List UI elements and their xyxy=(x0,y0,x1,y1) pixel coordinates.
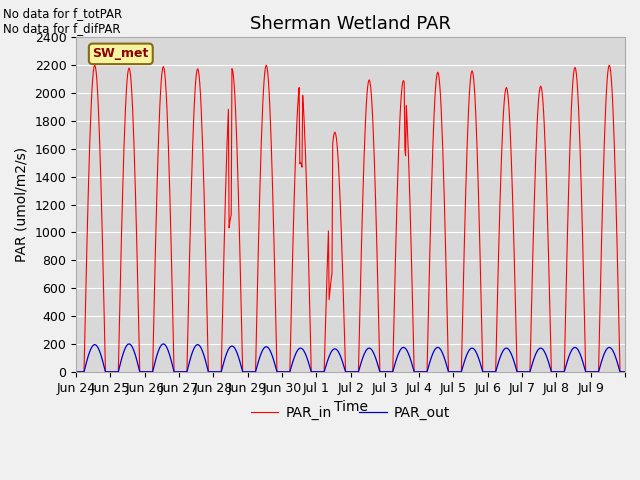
PAR_in xyxy=(265,89,273,95)
PAR_in xyxy=(438,127,446,132)
PAR_in xyxy=(72,369,80,375)
PAR_out xyxy=(138,369,145,375)
Text: No data for f_totPAR: No data for f_totPAR xyxy=(3,7,122,20)
PAR_out xyxy=(408,359,415,365)
PAR_in xyxy=(238,337,246,343)
PAR_out xyxy=(72,369,80,375)
PAR_out xyxy=(125,341,133,347)
Line: PAR_out: PAR_out xyxy=(76,344,624,372)
PAR_out xyxy=(620,369,628,375)
X-axis label: Time: Time xyxy=(333,400,367,414)
PAR_out xyxy=(265,346,273,352)
Text: SW_met: SW_met xyxy=(93,48,149,60)
Line: PAR_in: PAR_in xyxy=(76,65,624,372)
PAR_in xyxy=(620,369,628,375)
PAR_out xyxy=(238,366,246,372)
PAR_in xyxy=(286,369,294,375)
PAR_in xyxy=(408,251,415,256)
PAR_out xyxy=(286,369,294,375)
PAR_in xyxy=(91,62,99,68)
Legend: PAR_in, PAR_out: PAR_in, PAR_out xyxy=(245,400,456,425)
Text: No data for f_difPAR: No data for f_difPAR xyxy=(3,22,121,35)
PAR_in xyxy=(138,369,145,375)
Y-axis label: PAR (umol/m2/s): PAR (umol/m2/s) xyxy=(15,147,29,262)
PAR_out xyxy=(438,349,446,355)
Title: Sherman Wetland PAR: Sherman Wetland PAR xyxy=(250,15,451,33)
